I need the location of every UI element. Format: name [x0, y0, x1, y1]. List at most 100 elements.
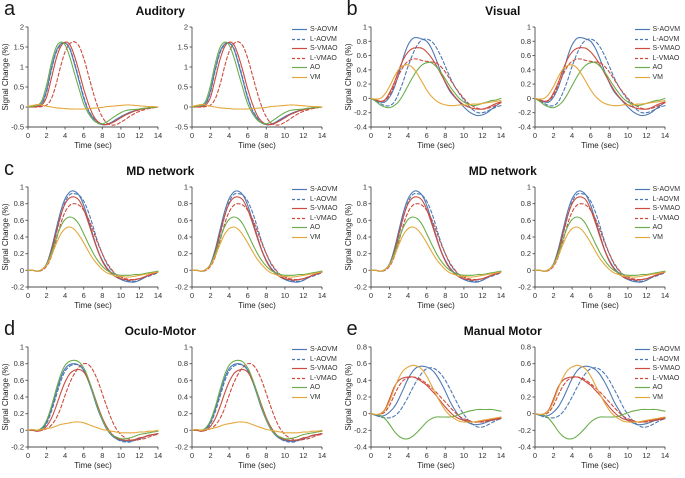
- x-tick-label: 8: [607, 131, 611, 140]
- y-tick-label: -0.4: [518, 123, 531, 132]
- x-tick-label: 6: [246, 451, 250, 460]
- legend-label: L-AOVM: [310, 35, 337, 43]
- legend-item-L-VMAO: L-VMAO: [634, 214, 681, 224]
- x-axis-label: Time (sec): [74, 301, 112, 310]
- panel-c-md-network-left: c MD network -0.2 0 0.2 0.4 0.6 0.8 1 0 2 4 6 8 10 12…: [0, 158, 343, 320]
- y-tick-label: 0: [184, 266, 188, 275]
- series-line-AO: [533, 61, 666, 109]
- x-axis-label: Time (sec): [417, 461, 455, 470]
- legend-line-swatch: [634, 48, 650, 50]
- x-tick-label: 14: [660, 131, 668, 140]
- legend-label: S-AOVM: [652, 26, 681, 34]
- x-tick-label: 6: [82, 451, 86, 460]
- panel-title: MD network: [126, 164, 195, 178]
- legend-item-L-VMAO: L-VMAO: [292, 374, 338, 384]
- series-line-S-AOVM: [27, 363, 159, 442]
- panel-plots: -0.4 -0.2 0 0.2 0.4 0.6 0.8 0 2 4 6 8 10 12 14 Time (se…: [344, 343, 669, 471]
- series-line-S-VMAO: [191, 41, 323, 126]
- series-line-S-VMAO: [27, 368, 159, 441]
- y-tick-label: 0.2: [14, 249, 24, 258]
- series-line-S-VMAO: [27, 196, 159, 281]
- y-tick-label: 1: [362, 183, 366, 192]
- legend-item-AO: AO: [292, 383, 338, 393]
- legend-label: S-AOVM: [652, 346, 681, 354]
- y-tick-label: 0.8: [356, 37, 366, 46]
- y-tick-label: -0.2: [354, 426, 367, 435]
- x-tick-label: 0: [368, 291, 372, 300]
- y-tick-label: 0.2: [356, 249, 366, 258]
- x-tick-label: 14: [318, 291, 326, 300]
- legend-item-S-AOVM: S-AOVM: [292, 345, 338, 355]
- x-tick-label: 14: [154, 451, 162, 460]
- x-tick-label: 2: [551, 131, 555, 140]
- legend: S-AOVM L-AOVM S-VMAO L-VMAO AO VM: [292, 345, 338, 402]
- series-line-L-VMAO: [369, 58, 502, 110]
- legend-item-VM: VM: [634, 233, 681, 243]
- x-tick-label: 6: [82, 291, 86, 300]
- legend-item-L-VMAO: L-VMAO: [634, 54, 681, 64]
- x-tick-label: 8: [264, 451, 268, 460]
- x-axis-label: Time (sec): [581, 461, 619, 470]
- series-line-L-VMAO: [533, 376, 666, 423]
- x-axis-label: Time (sec): [74, 141, 112, 150]
- x-tick-label: 6: [588, 131, 592, 140]
- legend-line-swatch: [634, 38, 650, 40]
- y-tick-label: 1: [20, 343, 24, 352]
- legend-label: L-VMAO: [652, 374, 680, 382]
- x-tick-label: 4: [63, 451, 67, 460]
- x-tick-label: 0: [190, 131, 194, 140]
- x-tick-label: 12: [478, 451, 486, 460]
- series-line-L-VMAO: [27, 362, 159, 441]
- x-tick-label: 14: [318, 451, 326, 460]
- legend-line-swatch: [634, 29, 650, 31]
- y-tick-label: -0.5: [175, 123, 188, 132]
- y-tick-label: 0.6: [356, 216, 366, 225]
- legend-line-swatch: [292, 76, 307, 78]
- legend-line-swatch: [292, 387, 307, 389]
- legend-item-AO: AO: [292, 223, 338, 233]
- legend-label: S-AOVM: [310, 186, 338, 194]
- x-tick-label: 2: [551, 291, 555, 300]
- y-tick-label: 1: [184, 183, 188, 192]
- y-tick-label: 0.6: [14, 216, 24, 225]
- x-tick-label: 8: [100, 131, 104, 140]
- legend-line-swatch: [634, 396, 650, 398]
- y-tick-label: 0.4: [520, 376, 530, 385]
- x-tick-label: 4: [406, 451, 410, 460]
- x-tick-label: 2: [209, 451, 213, 460]
- x-tick-label: 4: [406, 131, 410, 140]
- x-tick-label: 8: [100, 291, 104, 300]
- series-line-L-VMAO: [533, 203, 666, 281]
- series-line-AO: [191, 216, 323, 276]
- legend-label: L-AOVM: [652, 355, 680, 363]
- series-line-AO: [191, 359, 323, 440]
- legend-item-L-AOVM: L-AOVM: [292, 195, 338, 205]
- legend-line-swatch: [634, 208, 650, 210]
- x-tick-label: 6: [424, 451, 428, 460]
- series-line-VM: [27, 104, 159, 110]
- legend-label: L-AOVM: [652, 195, 680, 203]
- x-axis-label: Time (sec): [581, 301, 619, 310]
- legend-line-swatch: [634, 67, 650, 69]
- x-tick-label: 0: [532, 291, 536, 300]
- series-line-S-AOVM: [369, 37, 502, 117]
- series-line-S-VMAO: [369, 196, 502, 281]
- legend-item-S-VMAO: S-VMAO: [292, 44, 338, 54]
- panel-title: Visual: [485, 4, 521, 18]
- y-tick-label: -0.2: [354, 283, 367, 292]
- y-tick-label: 0.8: [14, 359, 24, 368]
- legend-line-swatch: [292, 198, 307, 200]
- series-line-L-AOVM: [27, 363, 159, 443]
- x-tick-label: 2: [387, 451, 391, 460]
- x-tick-label: 12: [642, 451, 650, 460]
- legend-label: VM: [310, 233, 321, 241]
- series-line-VM: [369, 226, 502, 278]
- x-tick-label: 8: [443, 451, 447, 460]
- panel-title: Oculo-Motor: [124, 324, 196, 338]
- legend-label: L-VMAO: [310, 374, 337, 382]
